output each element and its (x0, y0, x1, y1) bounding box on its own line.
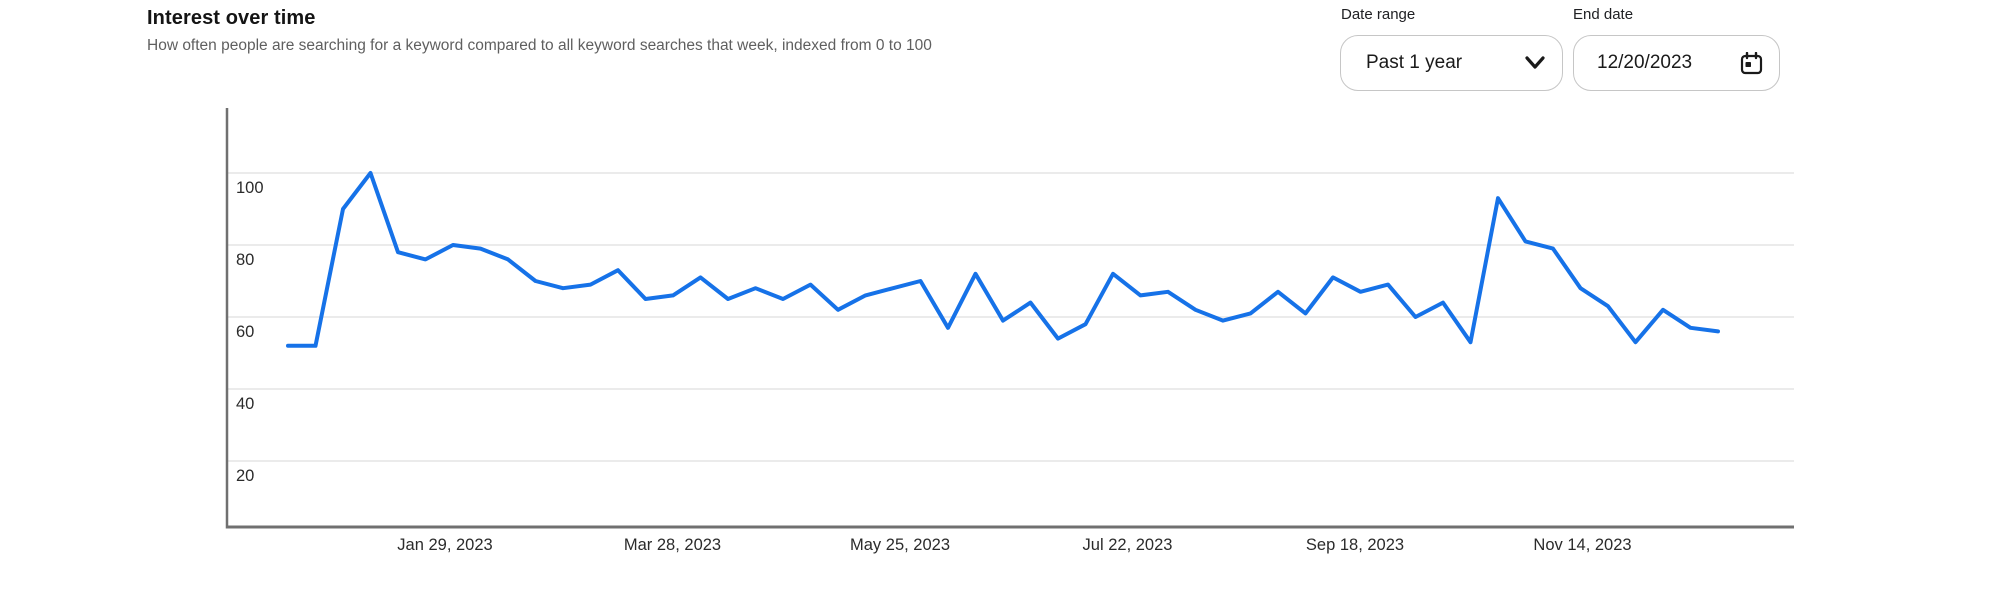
x-axis-label: May 25, 2023 (850, 536, 950, 554)
date-range-dropdown[interactable]: Past 1 year (1340, 35, 1563, 91)
y-axis-label: 20 (236, 467, 255, 485)
y-axis-label: 80 (236, 251, 255, 269)
trend-line (286, 171, 1720, 348)
y-axis-label: 60 (236, 323, 255, 341)
page-title: Interest over time (147, 7, 316, 29)
x-axis-label: Jan 29, 2023 (397, 536, 493, 554)
calendar-icon[interactable] (1740, 51, 1763, 75)
x-axis-label: Sep 18, 2023 (1305, 536, 1405, 554)
x-axis-label: Mar 28, 2023 (623, 536, 722, 554)
end-date-label: End date (1573, 6, 1634, 23)
x-axis-label: Jul 22, 2023 (1082, 536, 1173, 554)
end-date-field[interactable]: 12/20/2023 (1573, 35, 1780, 91)
end-date-value: 12/20/2023 (1597, 52, 1693, 73)
chevron-down-icon (1523, 55, 1547, 71)
date-range-value: Past 1 year (1366, 52, 1463, 73)
y-axis-label: 100 (236, 179, 264, 197)
x-axis-label: Nov 14, 2023 (1533, 536, 1632, 554)
date-range-label: Date range (1341, 6, 1416, 23)
y-axis-label: 40 (236, 395, 255, 413)
page-subtitle: How often people are searching for a key… (147, 37, 932, 54)
